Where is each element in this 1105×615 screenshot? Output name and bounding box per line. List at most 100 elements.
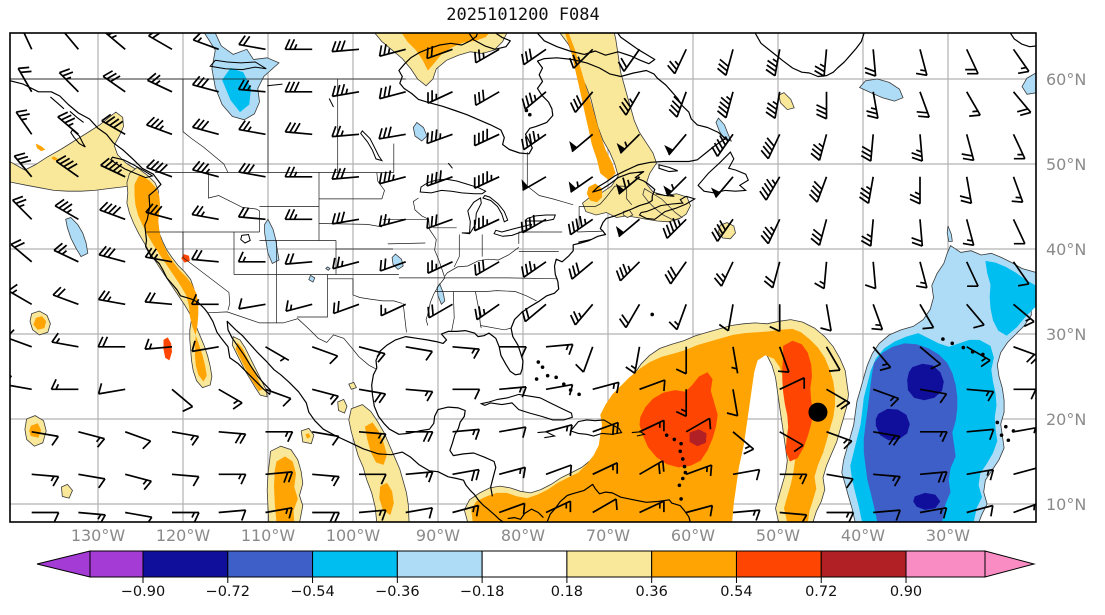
wind-barb (575, 346, 594, 373)
wind-barb (78, 473, 106, 489)
wind-barb (265, 506, 293, 519)
wind-barb (521, 48, 547, 66)
wind-barb (238, 162, 266, 178)
wind-barb (760, 218, 781, 245)
wind-barb (474, 89, 500, 107)
lat-tick-label: 30°N (1046, 325, 1086, 344)
wind-barb (966, 346, 991, 368)
wind-barb (716, 91, 734, 119)
wind-barb (731, 346, 739, 374)
wind-barb (826, 473, 854, 489)
wind-barb (191, 75, 219, 93)
wind-barb (685, 504, 714, 517)
wind-barb (919, 303, 935, 330)
wind-barb (378, 126, 406, 140)
wind-barb (965, 91, 981, 117)
lat-tick-label: 20°N (1046, 410, 1086, 429)
lon-tick-label: 30°W (926, 526, 970, 545)
lat-tick-label: 40°N (1046, 240, 1086, 259)
colorbar-tick-label: 0.90 (890, 584, 922, 600)
anomaly-region-bc-coast-band (10, 111, 153, 192)
wind-barb (615, 218, 641, 238)
anomaly-region-mex-tiny-2 (337, 398, 348, 414)
wind-barb (915, 49, 928, 77)
wind-barb (639, 379, 666, 392)
wind-barb (146, 72, 173, 93)
wind-barb (814, 49, 828, 77)
wind-barb (919, 506, 948, 519)
colorbar-tick-label: −0.36 (375, 584, 419, 600)
wind-barb (51, 332, 79, 348)
wind-barb (521, 91, 547, 110)
wind-barb (860, 134, 875, 162)
wind-barb (78, 430, 106, 448)
wind-barb (359, 473, 387, 485)
wind-barb (358, 509, 387, 521)
wind-barb (378, 214, 406, 228)
wind-barb (311, 388, 339, 406)
wind-barb (474, 48, 500, 64)
wind-barb (144, 291, 173, 306)
anomaly-region-nm-lightblue-2 (325, 266, 331, 271)
wind-barb (171, 388, 194, 413)
wind-barb (569, 91, 594, 113)
lon-tick-label: 130°W (71, 526, 126, 545)
lon-tick-label: 50°W (756, 526, 800, 545)
wind-barb (191, 118, 219, 136)
anomaly-region-sw-tiny-yellow (60, 483, 73, 499)
wind-barb (172, 511, 200, 522)
wind-barb (452, 388, 481, 400)
wind-barb (545, 500, 572, 514)
wind-barb (284, 166, 313, 178)
wind-barb (961, 134, 975, 162)
wind-barb (218, 473, 247, 485)
wind-barb (58, 68, 80, 93)
wind-barb (664, 133, 687, 156)
wind-barb (331, 125, 360, 138)
wind-barb (312, 511, 340, 522)
wind-barb (521, 303, 547, 323)
lon-tick-label: 80°W (501, 526, 545, 545)
wind-barb (711, 133, 734, 157)
wind-barb (474, 259, 500, 277)
wind-barb (102, 70, 126, 93)
wind-barb (23, 33, 33, 50)
wind-barb (966, 428, 995, 440)
latitude-labels: 60°N 50°N 40°N 30°N 20°N 10°N (1046, 70, 1086, 514)
wind-barb (569, 133, 594, 153)
wind-barb (1012, 261, 1030, 287)
wind-barb (1013, 346, 1036, 365)
wind-barb (520, 214, 547, 234)
wind-barb (99, 201, 126, 221)
lat-tick-label: 10°N (1046, 495, 1086, 514)
wind-barb (820, 304, 832, 332)
wind-barb (54, 198, 79, 221)
colorbar-segment (481, 550, 568, 578)
wind-barb (145, 203, 173, 221)
wind-barb (615, 176, 641, 195)
wind-barb (145, 116, 173, 136)
wind-barb (145, 159, 173, 178)
wind-barb (873, 473, 901, 487)
wind-barb (911, 134, 924, 162)
wind-barb (873, 509, 901, 521)
wind-barb (31, 511, 60, 522)
wind-barb (124, 473, 152, 491)
wind-barb (78, 511, 107, 522)
wind-barb (1012, 48, 1030, 75)
wind-barb (331, 83, 360, 98)
wind-barb (911, 219, 924, 247)
wind-barb (312, 473, 340, 487)
figure-title: 2025101200 F084 (446, 5, 600, 25)
wind-barb (810, 219, 828, 246)
wind-barb (498, 502, 526, 515)
wind-barb (826, 388, 851, 410)
wind-barb (332, 256, 360, 270)
lon-tick-label: 110°W (241, 526, 296, 545)
wind-barb (618, 303, 641, 329)
colorbar: −0.90 −0.72 −0.54 −0.36 −0.18 0.18 0.36 0.54 0.7… (36, 550, 1036, 600)
wind-barb (769, 304, 781, 333)
colorbar-segment (651, 550, 737, 578)
wind-barb (265, 430, 294, 443)
